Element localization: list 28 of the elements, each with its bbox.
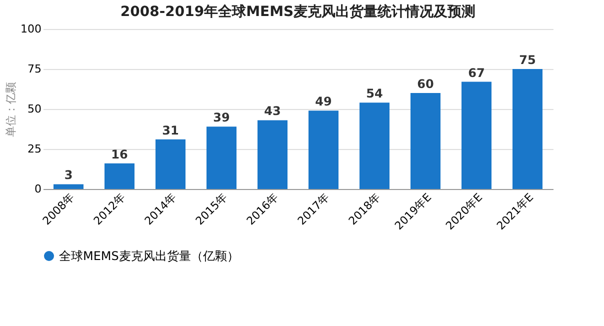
data-label: 54	[366, 86, 383, 101]
data-label: 39	[213, 110, 230, 125]
bar	[308, 110, 338, 189]
data-label: 3	[64, 168, 73, 182]
data-label: 31	[162, 123, 179, 138]
y-tick-label: 25	[28, 142, 42, 156]
data-label: 75	[519, 53, 536, 67]
bar	[156, 139, 186, 189]
data-label: 43	[264, 104, 281, 118]
data-label: 49	[315, 94, 332, 109]
data-label: 16	[111, 147, 128, 162]
bar	[206, 126, 236, 189]
data-label: 60	[417, 77, 434, 91]
legend-label: 全球MEMS麦克风出货量（亿颗）	[59, 249, 239, 263]
data-label: 67	[468, 66, 485, 80]
y-tick-label: 50	[28, 102, 42, 116]
y-tick-label: 100	[20, 22, 42, 36]
y-tick-label: 0	[34, 182, 42, 196]
chart-title: 2008-2019年全球MEMS麦克风出货量统计情况及预测	[120, 3, 476, 20]
bar	[54, 184, 84, 189]
y-axis-title: 单位：亿颗	[4, 82, 18, 137]
bar	[258, 120, 288, 189]
bar	[104, 163, 134, 189]
y-tick-label: 75	[28, 62, 42, 76]
bar	[512, 69, 542, 189]
bar	[462, 82, 492, 189]
bar	[410, 93, 440, 189]
bar	[360, 102, 390, 189]
